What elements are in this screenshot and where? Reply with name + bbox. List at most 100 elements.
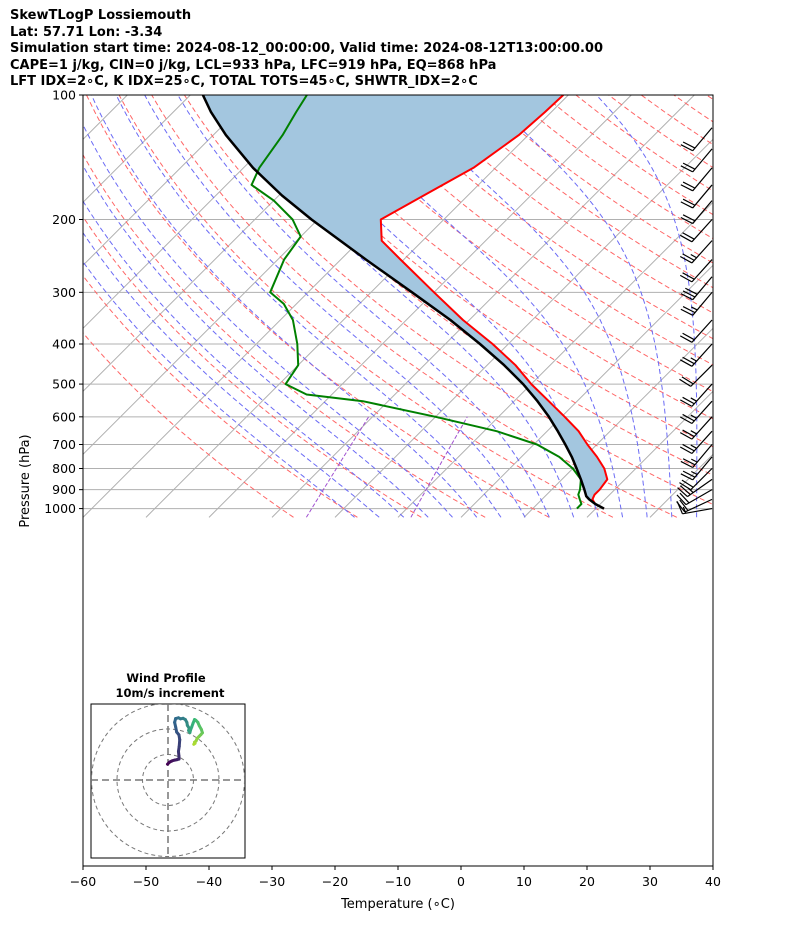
moist-adiabat — [83, 164, 429, 518]
dry-adiabat — [281, 95, 713, 420]
y-axis-ticks: 100 200 300 400 500 600 700 800 900 1000 — [44, 88, 83, 516]
parcel-profile-line — [201, 95, 605, 510]
header-location: Lat: 57.71 Lon: -3.34 — [10, 24, 163, 40]
wind-barb — [680, 444, 713, 469]
wind-barb — [680, 184, 713, 209]
moist-adiabat — [596, 95, 698, 518]
dry-adiabat — [772, 95, 794, 517]
x-tick-label: 30 — [642, 874, 658, 889]
isotherm-line — [83, 95, 317, 330]
isotherm-line — [145, 95, 569, 518]
dry-adiabat — [83, 153, 486, 518]
x-tick-label: −10 — [385, 874, 411, 889]
isotherm-line — [83, 95, 191, 204]
x-axis-ticks: −60 −50 −40 −30 −20 −10 0 10 20 30 40 — [70, 866, 721, 889]
dry-adiabat — [739, 95, 794, 517]
wind-barb — [679, 259, 713, 283]
cape-shading — [202, 95, 608, 509]
header-indices-2: LFT IDX=2∘C, K IDX=25∘C, TOTAL TOTS=45∘C… — [10, 74, 478, 90]
x-tick-label: −60 — [70, 874, 96, 889]
header-times: Simulation start time: 2024-08-12_00:00:… — [10, 41, 603, 57]
inset-subtitle: 10m/s increment — [116, 686, 225, 700]
y-tick-label: 200 — [52, 212, 76, 227]
mixing-ratio-line — [410, 416, 468, 518]
header-indices-1: CAPE=1 j/kg, CIN=0 j/kg, LCL=933 hPa, LF… — [10, 57, 497, 73]
isotherm-line — [208, 95, 632, 518]
dry-adiabat — [183, 95, 713, 506]
wind-barb — [679, 319, 713, 343]
temperature-profile-line — [379, 95, 609, 510]
dry-adiabat — [640, 95, 713, 146]
wind-barb — [679, 240, 713, 264]
y-tick-label: 500 — [52, 377, 76, 392]
x-tick-label: 0 — [457, 874, 465, 889]
x-tick-label: −20 — [322, 874, 348, 889]
dry-adiabat — [445, 95, 713, 289]
x-tick-label: 10 — [516, 874, 532, 889]
x-tick-label: −30 — [259, 874, 285, 889]
wind-barb — [679, 383, 713, 407]
y-tick-label: 1000 — [44, 501, 76, 516]
x-tick-label: 20 — [579, 874, 595, 889]
wind-barb — [676, 489, 713, 506]
wind-barb — [679, 219, 713, 243]
wind-barb — [680, 127, 713, 152]
wind-barb — [680, 276, 713, 301]
wind-barb — [679, 400, 713, 425]
dry-adiabat — [314, 95, 713, 393]
moist-adiabat — [177, 95, 550, 518]
wind-barb — [679, 468, 713, 491]
x-tick-label: −50 — [133, 874, 159, 889]
inset-title: Wind Profile — [126, 671, 206, 685]
wind-barb — [679, 416, 713, 440]
isotherm-line — [586, 390, 713, 518]
header-title: SkewTLogP Lossiemouth — [10, 8, 192, 23]
wind-barb — [680, 167, 713, 192]
moist-adiabat — [394, 95, 648, 518]
chart-header: SkewTLogP Lossiemouth Lat: 57.71 Lon: -3… — [10, 8, 603, 91]
wind-barb — [679, 430, 713, 455]
isotherm-line — [271, 95, 695, 518]
dry-adiabat — [706, 95, 713, 100]
inset-rings — [91, 704, 245, 858]
wind-barb — [676, 498, 713, 513]
isotherm-line — [712, 516, 713, 518]
wind-barb — [680, 291, 713, 316]
moist-adiabat — [144, 95, 526, 518]
moist-adiabat — [91, 95, 478, 518]
x-axis-label: Temperature (∘C) — [340, 897, 455, 912]
moist-adiabat — [83, 200, 405, 518]
profile-lines — [201, 95, 609, 510]
dry-adiabat — [379, 95, 713, 340]
dry-adiabat — [412, 95, 713, 314]
moist-adiabat — [485, 95, 673, 518]
wind-barb — [677, 478, 713, 498]
moist-adiabat — [83, 231, 380, 518]
isotherm-line — [0, 95, 1, 517]
wind-barb — [680, 200, 713, 225]
moist-adiabat — [83, 123, 453, 518]
x-tick-label: 40 — [705, 874, 721, 889]
mixing-ratio-line — [305, 416, 370, 518]
dry-adiabat — [86, 95, 550, 518]
isotherm-line — [460, 264, 713, 518]
hodograph-curve — [165, 716, 204, 766]
isotherm-line — [523, 327, 713, 518]
wind-barb — [679, 343, 713, 367]
wind-barbs — [676, 127, 713, 515]
isotherm-line — [83, 95, 254, 267]
dry-adiabat — [249, 95, 713, 448]
hodograph-segment — [192, 741, 197, 746]
dry-adiabat — [83, 332, 294, 518]
moist-adiabat — [216, 95, 575, 518]
dry-adiabat — [118, 95, 614, 518]
y-tick-label: 700 — [52, 437, 76, 452]
dewpoint-profile-line — [250, 95, 583, 510]
y-tick-label: 400 — [52, 337, 76, 352]
y-tick-label: 600 — [52, 409, 76, 424]
wind-barb — [679, 364, 713, 387]
wind-profile-inset: Wind Profile 10m/s increment — [90, 671, 246, 859]
y-tick-label: 100 — [52, 88, 76, 103]
dry-adiabat — [477, 95, 713, 264]
